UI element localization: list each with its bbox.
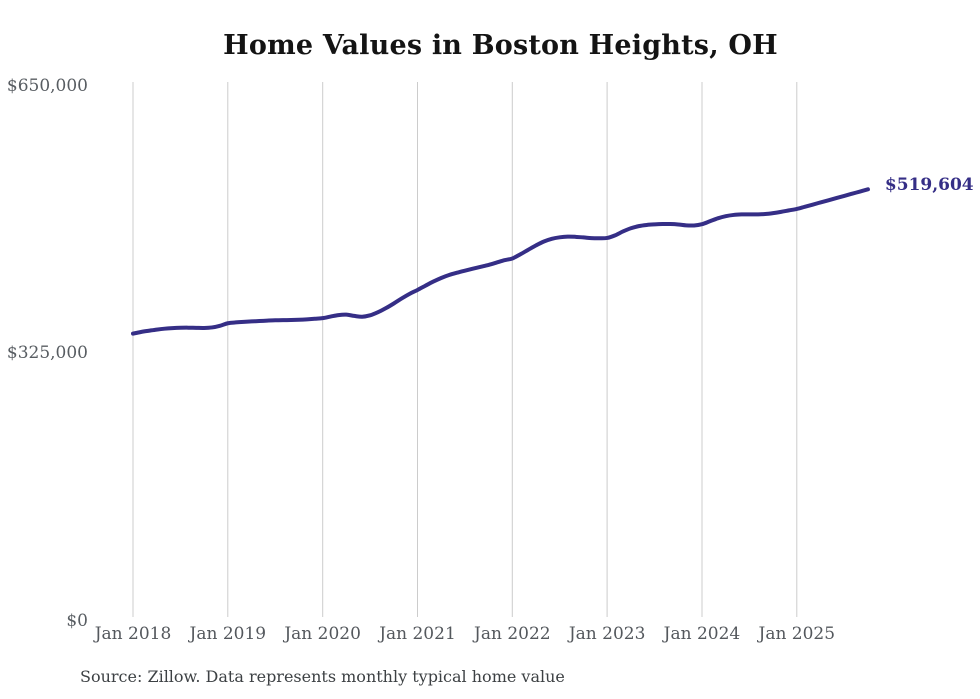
current-value-label: $519,604 xyxy=(884,175,974,196)
chart-title: Home Values in Boston Heights, OH xyxy=(223,30,778,61)
x-tick-label: Jan 2025 xyxy=(758,624,836,644)
home-value-line xyxy=(131,187,870,336)
y-tick-label: $0 xyxy=(66,610,88,631)
x-tick-label: Jan 2020 xyxy=(284,624,361,644)
x-tick-label: Jan 2023 xyxy=(568,624,646,644)
x-tick-label: Jan 2019 xyxy=(189,624,267,644)
x-tick-label: Jan 2021 xyxy=(379,624,456,644)
x-tick-label: Jan 2024 xyxy=(663,624,741,644)
gridlines xyxy=(132,82,798,617)
x-tick-label: Jan 2018 xyxy=(94,624,172,644)
y-tick-label: $325,000 xyxy=(6,343,88,363)
y-tick-label: $650,000 xyxy=(6,75,88,96)
x-tick-label: Jan 2022 xyxy=(474,624,551,644)
source-note: Source: Zillow. Data represents monthly … xyxy=(80,667,565,686)
